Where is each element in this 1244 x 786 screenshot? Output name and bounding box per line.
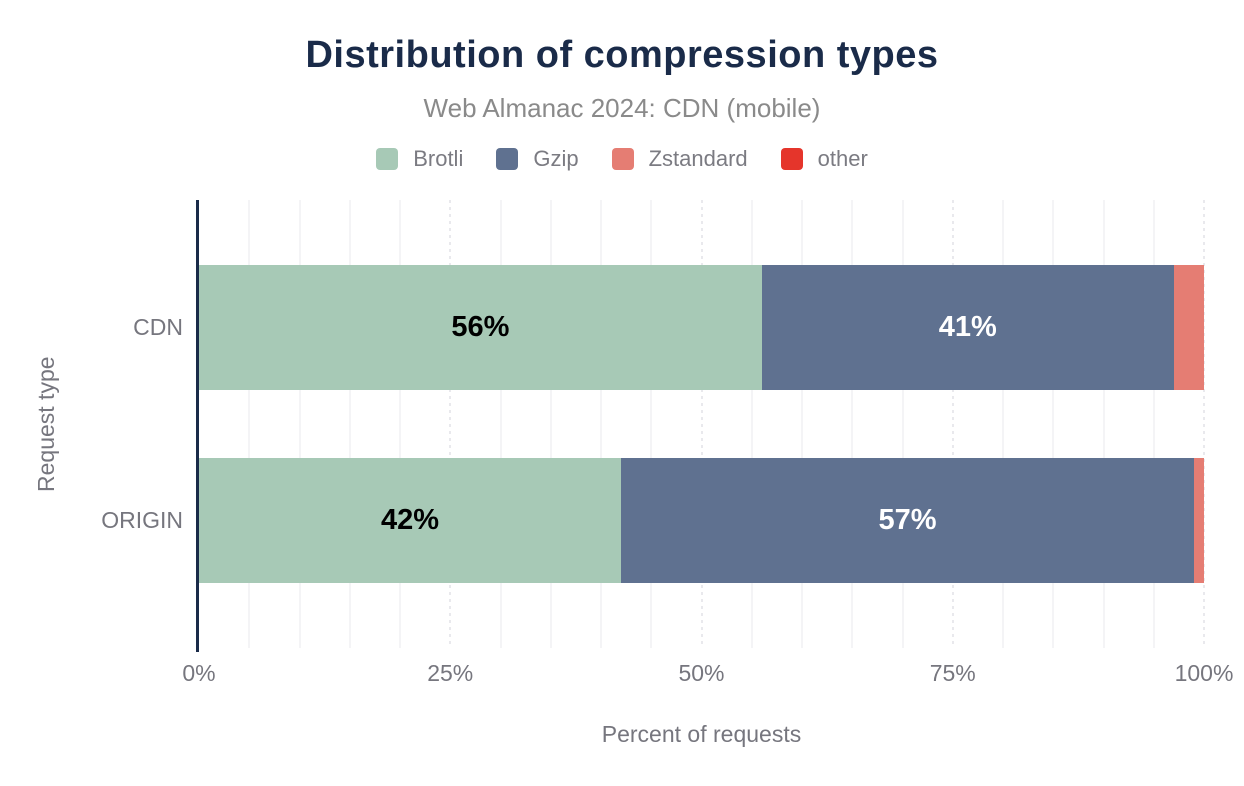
data-label-origin-brotli: 42% [381, 504, 440, 536]
gridline-100 [1203, 200, 1205, 648]
gridline-45 [650, 200, 653, 648]
category-label-origin: ORIGIN [101, 507, 183, 533]
x-tick-50: 50% [678, 660, 725, 686]
gridline-35 [549, 200, 552, 648]
gridline-80 [1002, 200, 1004, 648]
gridline-55 [750, 200, 753, 648]
gridline-90 [1102, 200, 1105, 648]
plot-area: 56% 41% 42% 57% [199, 200, 1205, 648]
segment-origin-zstandard[interactable] [1193, 458, 1204, 583]
y-axis-title: Request type [33, 356, 59, 492]
gridline-50 [700, 200, 703, 648]
x-tick-0: 0% [182, 660, 216, 686]
segment-cdn-gzip[interactable]: 41% [761, 265, 1174, 390]
gridline-5 [248, 200, 251, 648]
gridline-65 [851, 200, 854, 648]
x-axis-title: Percent of requests [601, 721, 802, 747]
segment-cdn-zstandard[interactable] [1173, 265, 1204, 390]
gridline-10 [298, 200, 301, 648]
legend-item-zstandard[interactable]: Zstandard [611, 146, 748, 172]
legend: Brotli Gzip Zstandard other [0, 146, 1244, 172]
bar-cdn: 56% 41% [199, 265, 1204, 390]
legend-swatch-zstandard [611, 148, 634, 170]
legend-label: Brotli [413, 146, 464, 171]
segment-origin-brotli[interactable]: 42% [199, 458, 622, 583]
legend-swatch-gzip [496, 148, 519, 170]
chart-title: Distribution of compression types [305, 34, 939, 76]
gridline-15 [348, 200, 351, 648]
legend-item-brotli[interactable]: Brotli [376, 146, 463, 172]
y-axis-line [196, 200, 199, 652]
category-label-cdn: CDN [133, 314, 183, 340]
gridline-70 [901, 200, 904, 648]
legend-swatch-brotli [376, 148, 399, 170]
gridline-85 [1052, 200, 1055, 648]
gridline-25 [449, 200, 452, 648]
bar-origin: 42% 57% [199, 458, 1204, 583]
segment-origin-gzip[interactable]: 57% [621, 458, 1194, 583]
data-label-cdn-brotli: 56% [451, 311, 510, 343]
gridline-75 [951, 200, 954, 648]
x-tick-75: 75% [929, 660, 976, 686]
gridline-30 [499, 200, 502, 648]
data-label-origin-gzip: 57% [878, 504, 937, 536]
chart-subtitle: Web Almanac 2024: CDN (mobile) [423, 93, 821, 123]
legend-label: Zstandard [648, 146, 748, 171]
legend-swatch-other [780, 148, 803, 170]
x-axis-ticks: 0% 25% 50% 75% 100% [182, 660, 1233, 690]
x-tick-100: 100% [1174, 660, 1234, 686]
segment-cdn-brotli[interactable]: 56% [199, 265, 762, 390]
data-label-cdn-gzip: 41% [938, 311, 997, 343]
gridline-60 [801, 200, 803, 648]
legend-item-gzip[interactable]: Gzip [496, 146, 579, 172]
legend-label: other [817, 146, 868, 171]
gridline-20 [399, 200, 401, 648]
gridline-95 [1152, 200, 1155, 648]
gridline-40 [600, 200, 602, 648]
x-tick-25: 25% [427, 660, 474, 686]
legend-label: Gzip [533, 146, 579, 171]
legend-item-other[interactable]: other [780, 146, 868, 172]
